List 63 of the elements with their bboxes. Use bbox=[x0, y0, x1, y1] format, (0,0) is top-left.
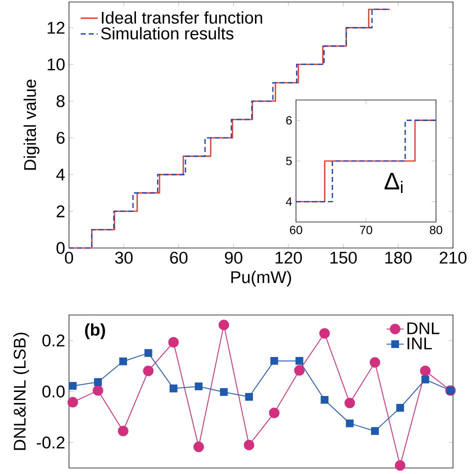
y-tick-label: 10 bbox=[48, 58, 65, 70]
x-tick-label: 80 bbox=[430, 226, 442, 234]
point bbox=[420, 366, 431, 376]
x-tick-label: 90 bbox=[224, 252, 242, 264]
x-tick-label: 70 bbox=[360, 226, 372, 234]
x-tick-label: 60 bbox=[290, 226, 302, 234]
annotation: Δ$_{i}$ bbox=[384, 172, 402, 194]
point bbox=[396, 404, 404, 412]
x-tick-label: 180 bbox=[385, 252, 412, 264]
point bbox=[143, 366, 154, 376]
x-axis-title: Pu(mW) bbox=[231, 270, 291, 287]
point bbox=[170, 384, 178, 392]
point bbox=[294, 365, 305, 376]
point bbox=[92, 385, 104, 396]
x-tick-label: 210 bbox=[440, 252, 466, 264]
y-axis-title: DNL&INL (LSB) bbox=[13, 332, 30, 450]
y-tick-label: 0.0 bbox=[42, 386, 65, 398]
y-tick-label: 8 bbox=[56, 95, 65, 108]
y-tick-label: -0.2 bbox=[36, 436, 64, 448]
point bbox=[296, 357, 304, 365]
point bbox=[268, 408, 280, 418]
point bbox=[244, 440, 254, 450]
y-tick-label: 4 bbox=[56, 168, 65, 180]
point bbox=[421, 376, 430, 384]
legend-label: Simulation results bbox=[101, 27, 234, 40]
legend-label: INL bbox=[408, 338, 432, 350]
point bbox=[194, 382, 203, 390]
y-tick-label: 6 bbox=[56, 132, 65, 144]
y-tick-label: 2 bbox=[56, 205, 64, 218]
point bbox=[270, 357, 278, 365]
y-tick-label: 12 bbox=[48, 22, 64, 34]
point bbox=[394, 460, 406, 471]
y-tick-label: 0 bbox=[56, 242, 65, 254]
point bbox=[320, 396, 328, 404]
point bbox=[220, 388, 228, 396]
point bbox=[346, 419, 354, 428]
point bbox=[193, 442, 204, 452]
point bbox=[168, 337, 179, 348]
y-tick-label: 0.2 bbox=[42, 334, 64, 347]
x-tick-label: 0 bbox=[64, 252, 74, 264]
legend-label: DNL bbox=[407, 322, 440, 334]
point bbox=[370, 357, 380, 368]
annotation: (b) bbox=[85, 323, 106, 340]
x-tick-label: 150 bbox=[330, 252, 357, 264]
legend-label: Ideal transfer function bbox=[102, 11, 262, 24]
point bbox=[118, 426, 128, 436]
point bbox=[344, 398, 356, 408]
x-tick-label: 30 bbox=[115, 252, 133, 264]
point bbox=[68, 382, 77, 390]
point bbox=[218, 320, 230, 330]
y-axis-title: Digital value bbox=[24, 80, 40, 170]
point bbox=[94, 378, 102, 386]
point bbox=[144, 349, 152, 357]
y-tick-label: 6 bbox=[286, 116, 292, 125]
y-tick-label: 4 bbox=[286, 198, 292, 206]
x-tick-label: 120 bbox=[276, 252, 302, 264]
point bbox=[319, 328, 330, 339]
y-tick-label: 5 bbox=[286, 156, 292, 166]
point bbox=[67, 396, 78, 408]
x-tick-label: 60 bbox=[170, 252, 188, 264]
point bbox=[371, 427, 379, 435]
point bbox=[245, 392, 253, 401]
point bbox=[119, 358, 128, 366]
